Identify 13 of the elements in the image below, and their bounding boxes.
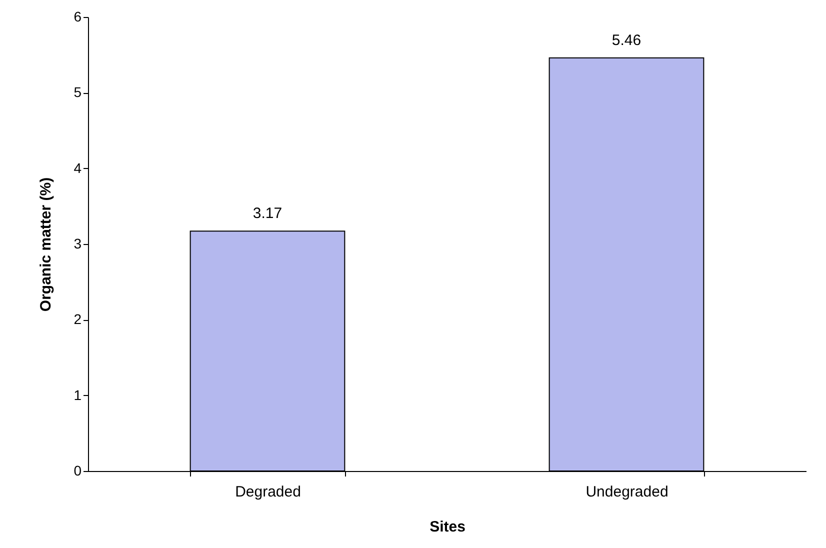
data-label: 5.46 bbox=[612, 32, 642, 49]
y-tick-label: 2 bbox=[74, 311, 82, 328]
y-axis-title: Organic matter (%) bbox=[38, 177, 55, 312]
x-tick-label: Undegraded bbox=[586, 484, 668, 500]
x-tick-label: Degraded bbox=[235, 484, 301, 500]
y-tick-label: 1 bbox=[74, 386, 82, 403]
y-tick-label: 6 bbox=[74, 8, 82, 24]
y-tick-label: 0 bbox=[74, 462, 82, 478]
y-tick-label: 5 bbox=[74, 84, 82, 100]
data-label: 3.17 bbox=[252, 205, 282, 222]
y-tick-label: 3 bbox=[74, 236, 82, 252]
x-axis-title: Sites bbox=[430, 518, 466, 536]
y-tick-label: 4 bbox=[74, 160, 82, 176]
